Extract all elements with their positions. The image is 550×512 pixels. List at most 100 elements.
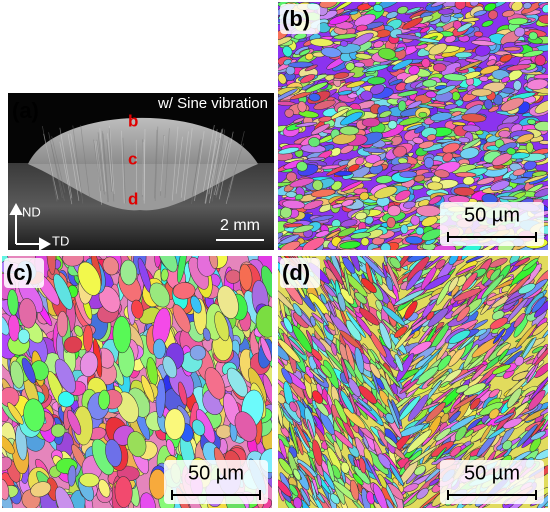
streak xyxy=(160,135,165,192)
grain xyxy=(309,315,316,327)
grain xyxy=(398,395,421,421)
grain xyxy=(427,307,449,327)
grain xyxy=(393,145,407,158)
streak xyxy=(218,131,234,200)
grain xyxy=(502,46,522,52)
grain xyxy=(358,307,380,326)
grain xyxy=(385,372,392,386)
grain xyxy=(454,426,467,441)
grain xyxy=(488,10,498,20)
grain xyxy=(355,315,372,337)
grain xyxy=(343,358,356,378)
grain xyxy=(394,190,411,201)
grain xyxy=(411,330,421,339)
streak xyxy=(191,139,202,196)
grain xyxy=(294,193,304,201)
grain xyxy=(355,53,373,60)
grain xyxy=(312,179,323,191)
grain xyxy=(79,473,100,488)
grain xyxy=(400,224,409,234)
grain xyxy=(343,407,366,429)
grain xyxy=(534,187,548,198)
streak xyxy=(102,133,109,202)
grain xyxy=(319,2,338,9)
grain xyxy=(387,120,398,130)
orientation-axes xyxy=(9,202,52,251)
grain xyxy=(513,80,522,91)
grain xyxy=(461,272,478,292)
scale-bar xyxy=(447,232,537,242)
grain xyxy=(411,184,424,191)
grain xyxy=(286,171,298,182)
grain xyxy=(512,168,526,176)
grain xyxy=(340,390,355,414)
grain xyxy=(454,2,467,10)
streak xyxy=(204,140,217,204)
grain xyxy=(204,367,226,400)
streak xyxy=(106,139,113,192)
grain xyxy=(140,375,155,403)
streak xyxy=(59,127,73,199)
grain xyxy=(422,79,438,88)
grain xyxy=(500,97,524,112)
grain xyxy=(495,110,516,116)
grain xyxy=(337,90,353,96)
grain xyxy=(310,123,330,135)
grain xyxy=(278,286,295,311)
grain xyxy=(278,352,285,368)
grain xyxy=(526,78,548,90)
grain xyxy=(303,200,324,210)
grain xyxy=(486,291,509,302)
grain xyxy=(350,479,359,501)
grain xyxy=(177,256,187,283)
scale-box xyxy=(440,460,544,504)
grain xyxy=(397,100,407,112)
grain xyxy=(335,2,354,11)
grain xyxy=(530,430,547,441)
streak xyxy=(207,137,220,197)
grain xyxy=(340,180,363,192)
streak xyxy=(227,143,244,191)
grain xyxy=(394,353,404,372)
grain xyxy=(524,390,536,397)
grain xyxy=(533,73,548,80)
grain xyxy=(404,74,419,84)
grain xyxy=(353,62,365,68)
grain xyxy=(389,257,401,269)
grain xyxy=(488,105,499,113)
grain xyxy=(428,43,448,56)
grain xyxy=(333,441,343,460)
grain xyxy=(172,282,196,300)
grain xyxy=(289,401,298,412)
grain xyxy=(471,40,496,46)
grain xyxy=(152,338,166,360)
grain xyxy=(420,347,443,370)
grain xyxy=(77,261,102,296)
grain xyxy=(397,90,419,97)
grain xyxy=(340,111,363,126)
grain xyxy=(432,63,447,72)
grain xyxy=(394,289,425,306)
grain xyxy=(418,111,428,118)
grain xyxy=(384,435,398,448)
grain xyxy=(471,88,493,97)
grain xyxy=(160,268,169,282)
grain xyxy=(292,303,303,317)
panel-a: (a) w/ Sine vibration b c d ND TD 2 mm xyxy=(8,93,274,251)
grain xyxy=(473,31,484,38)
grain xyxy=(281,367,293,384)
grain xyxy=(295,422,310,449)
grain xyxy=(434,169,450,179)
grain xyxy=(164,408,186,440)
grain xyxy=(425,90,437,99)
grain xyxy=(329,493,340,505)
grain xyxy=(492,328,506,344)
grain xyxy=(455,171,477,178)
grain xyxy=(425,402,446,423)
grain xyxy=(489,268,501,282)
grain xyxy=(278,232,284,239)
grain xyxy=(348,392,358,415)
grain xyxy=(354,347,365,374)
grain xyxy=(278,341,290,361)
grain xyxy=(296,436,304,456)
